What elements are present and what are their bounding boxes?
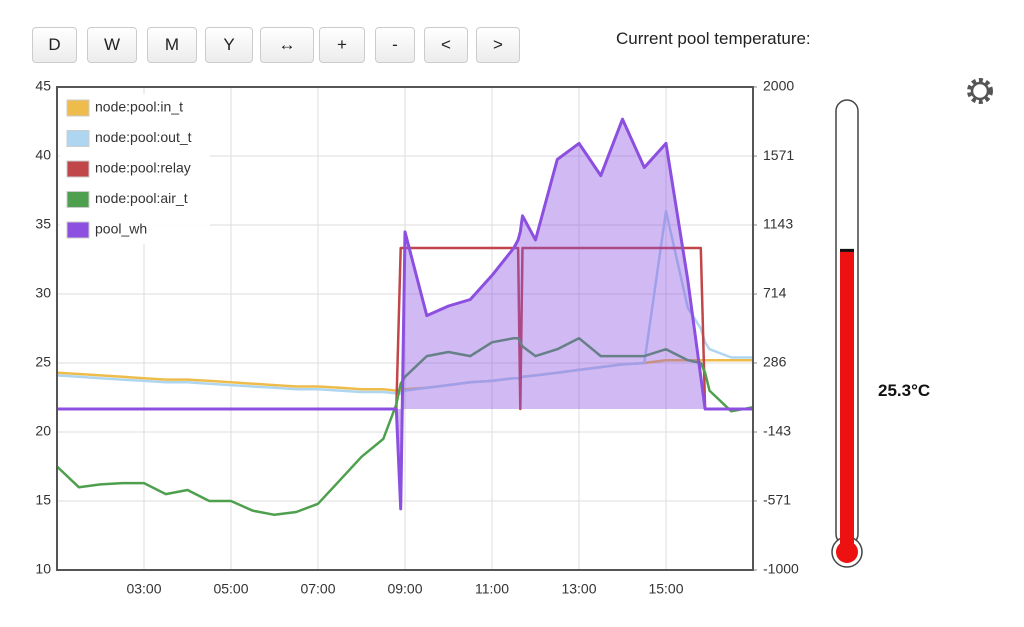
temperature-value: 25.3°C — [878, 381, 931, 400]
y-tick-label: 35 — [35, 216, 51, 232]
range-button[interactable]: W — [87, 27, 137, 63]
range-button[interactable]: < — [424, 27, 468, 63]
legend-label: node:pool:air_t — [95, 190, 188, 206]
x-tick-label: 05:00 — [213, 581, 248, 597]
thermometer-fill — [840, 250, 854, 552]
range-button[interactable]: + — [319, 27, 365, 63]
x-tick-label: 15:00 — [648, 581, 683, 597]
legend-swatch — [66, 130, 90, 147]
range-button[interactable]: > — [476, 27, 520, 63]
y-tick-label: 25 — [35, 354, 51, 370]
y2-tick-label: 286 — [763, 354, 787, 370]
temperature-title: Current pool temperature: — [616, 29, 811, 48]
y-tick-label: 40 — [35, 147, 51, 163]
line — [56, 209, 753, 395]
legend-swatch — [66, 191, 90, 208]
y-tick-label: 45 — [35, 78, 51, 94]
range-button[interactable]: Y — [205, 27, 253, 63]
range-button[interactable]: M — [147, 27, 197, 63]
range-button[interactable]: ↔ — [260, 27, 314, 63]
x-tick-label: 13:00 — [561, 581, 596, 597]
legend-label: node:pool:in_t — [95, 99, 183, 115]
legend-label: node:pool:out_t — [95, 129, 192, 145]
line — [57, 117, 753, 511]
line — [56, 336, 754, 517]
gear-ring — [970, 81, 990, 101]
y2-tick-label: -143 — [763, 423, 791, 439]
legend-swatch — [66, 99, 90, 117]
range-button[interactable]: - — [375, 27, 415, 63]
y-tick-label: 20 — [35, 423, 51, 439]
legend-label: pool_wh — [95, 221, 147, 237]
y2-tick-label: 714 — [763, 285, 787, 301]
plot-frame — [56, 86, 754, 571]
legend-swatch — [66, 160, 90, 178]
y2-tick-label: -1000 — [763, 561, 799, 577]
gear-teeth — [967, 78, 993, 104]
x-tick-label: 11:00 — [475, 581, 509, 597]
settings-icon[interactable] — [967, 78, 993, 104]
y2-tick-label: -571 — [763, 492, 791, 508]
y-tick-label: 30 — [35, 285, 51, 301]
legend-label: node:pool:relay — [95, 160, 191, 176]
thermometer-bulb — [836, 541, 858, 563]
plot — [56, 86, 754, 571]
y-tick-label: 10 — [35, 561, 51, 577]
y-tick-label: 15 — [35, 492, 51, 508]
y2-tick-label: 1571 — [763, 147, 794, 163]
y2-tick-label: 1143 — [763, 216, 793, 232]
x-tick-label: 07:00 — [300, 581, 335, 597]
x-tick-label: 09:00 — [387, 581, 422, 597]
y2-tick-label: 2000 — [763, 78, 794, 94]
legend-swatch — [66, 221, 90, 239]
range-button[interactable]: D — [32, 27, 77, 63]
x-tick-label: 03:00 — [126, 581, 161, 597]
